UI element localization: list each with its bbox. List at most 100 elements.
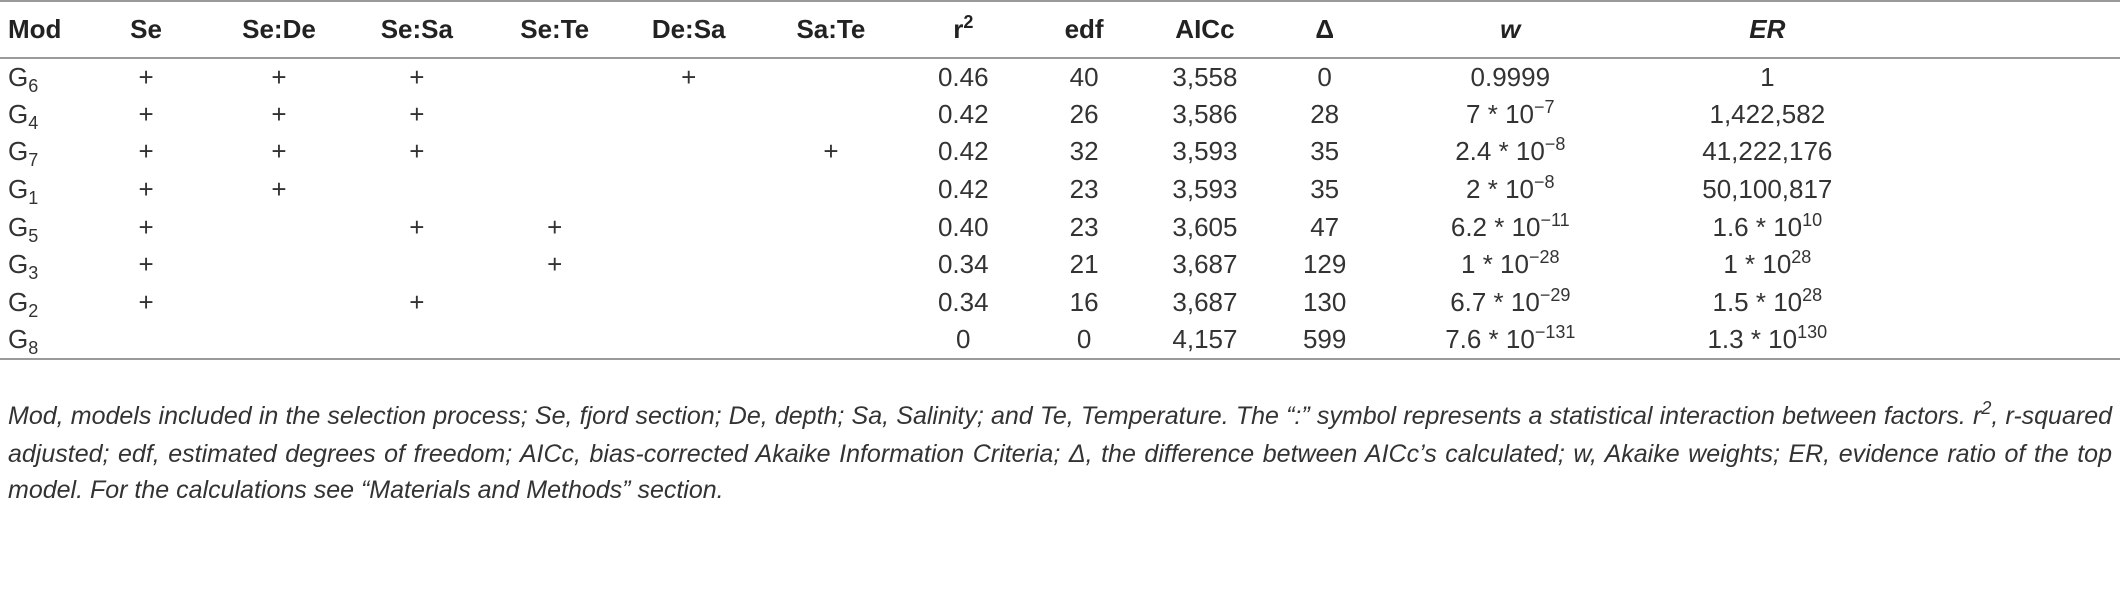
cell-se: +	[138, 286, 154, 317]
model-selection-table: Mod Se Se:De Se:Sa Se:Te De:Sa Sa:Te r 2 …	[0, 1, 2120, 359]
cell-mod: G6	[0, 58, 77, 96]
header-se-te: Se:Te	[520, 14, 590, 44]
cell-er-exponent: 10	[1802, 209, 1823, 230]
cell-spacer	[1898, 284, 2120, 322]
table-body: G6 + + + +0.46 40 3,558 0 0.9999 1 G4 + + +0.42 26 3,58…	[0, 58, 2120, 359]
table-row: G6 + + + +0.46 40 3,558 0 0.9999 1	[0, 58, 2120, 96]
cell-spacer	[1898, 171, 2120, 209]
model-name: G	[8, 61, 29, 92]
cell-de-sa	[618, 284, 759, 322]
cell-w-base: 2 * 10	[1466, 174, 1534, 205]
cell-se-te	[491, 96, 618, 134]
cell-w-base: 2.4 * 10	[1455, 136, 1545, 167]
cell-se-te	[491, 133, 618, 171]
header-mod: Mod	[8, 14, 62, 44]
cell-er: 1	[1637, 58, 1898, 96]
table-row: G5 + + +0.40 23 3,605 47 6.2 * 10−11 1.6 * 1010	[0, 208, 2120, 246]
cell-aicc: 3,687	[1172, 249, 1238, 280]
header-de-sa: De:Sa	[651, 14, 726, 44]
model-subscript: 5	[28, 225, 39, 246]
cell-aicc: 3,593	[1172, 174, 1238, 205]
cell-edf: 26	[1069, 98, 1099, 129]
cell-sa-te	[759, 208, 903, 246]
cell-r2: 0	[956, 323, 971, 354]
cell-de-sa	[618, 171, 759, 209]
cell-er: 1.5 * 1028	[1637, 284, 1898, 322]
cell-sa-te	[759, 284, 903, 322]
cell-aicc: 3,687	[1172, 286, 1238, 317]
cell-se-sa: +	[409, 211, 425, 242]
cell-w-base: 0.9999	[1470, 61, 1551, 92]
cell-w-exponent: −8	[1534, 172, 1555, 193]
cell-se-de: +	[271, 61, 287, 92]
cell-spacer	[1898, 58, 2120, 96]
cell-se-te	[491, 171, 618, 209]
cell-mod: G7	[0, 133, 77, 171]
cell-sa-te	[759, 321, 903, 359]
cell-aicc: 4,157	[1172, 323, 1238, 354]
cell-w-base: 7 * 10	[1466, 98, 1534, 129]
cell-mod: G3	[0, 246, 77, 284]
cell-r2: 0.34	[937, 249, 989, 280]
header-se: Se	[130, 14, 162, 44]
footnote-part-2: , r-squared adjusted; edf, estimated deg…	[8, 402, 2112, 504]
table-row: G2 + +0.34 16 3,687 130 6.7 * 10−29 1.5 * 1028	[0, 284, 2120, 322]
model-name: G	[8, 286, 29, 317]
cell-er: 50,100,817	[1637, 171, 1898, 209]
cell-er-base: 1	[1760, 61, 1775, 92]
cell-aicc: 3,586	[1172, 98, 1238, 129]
model-subscript: 4	[28, 112, 39, 133]
cell-spacer	[1898, 246, 2120, 284]
cell-de-sa	[618, 96, 759, 134]
cell-delta: 28	[1310, 98, 1340, 129]
cell-delta: 47	[1310, 211, 1340, 242]
cell-se: +	[138, 249, 154, 280]
cell-de-sa	[618, 321, 759, 359]
cell-r2: 0.46	[937, 61, 989, 92]
cell-r2: 0.42	[937, 136, 989, 167]
cell-sa-te	[759, 96, 903, 134]
cell-se-te: +	[547, 211, 563, 242]
cell-se-sa: +	[409, 61, 425, 92]
model-subscript: 6	[28, 75, 39, 96]
model-subscript: 7	[28, 150, 39, 171]
cell-delta: 599	[1302, 323, 1347, 354]
cell-sa-te: +	[823, 136, 839, 167]
cell-se-te	[491, 284, 618, 322]
cell-aicc: 3,593	[1172, 136, 1238, 167]
model-name: G	[8, 249, 29, 280]
cell-mod: G4	[0, 96, 77, 134]
table-row: G8 0 0 4,157 599 7.6 * 10−131 1.3 * 10130	[0, 321, 2120, 359]
footnote-r2-sup: 2	[1981, 398, 1992, 418]
cell-w-exponent: −29	[1539, 284, 1571, 305]
cell-edf: 23	[1069, 211, 1099, 242]
cell-w-base: 6.2 * 10	[1450, 211, 1541, 242]
cell-se: +	[138, 98, 154, 129]
header-row: Mod Se Se:De Se:Sa Se:Te De:Sa Sa:Te r2 …	[0, 1, 2120, 58]
cell-r2: 0.42	[937, 98, 989, 129]
header-se-de: Se:De	[242, 14, 316, 44]
cell-r2: 0.42	[937, 174, 989, 205]
cell-se-te	[491, 321, 618, 359]
cell-sa-te	[759, 246, 903, 284]
cell-w-exponent: −11	[1540, 209, 1570, 230]
table-row: G4 + + +0.42 26 3,586 28 7 * 10−7 1,422,582	[0, 96, 2120, 134]
cell-delta: 129	[1302, 249, 1347, 280]
cell-se: +	[138, 211, 154, 242]
cell-sa-te	[759, 171, 903, 209]
cell-mod: G8	[0, 321, 77, 359]
cell-w: 2.4 * 10−8	[1384, 133, 1637, 171]
cell-aicc: 3,605	[1172, 211, 1238, 242]
table-row: G7 + + + +0.42 32 3,593 35 2.4 * 10−8 41,222,176	[0, 133, 2120, 171]
cell-se-te	[491, 58, 618, 96]
cell-w: 7.6 * 10−131	[1384, 321, 1637, 359]
cell-se-de	[215, 208, 342, 246]
cell-aicc: 3,558	[1172, 61, 1238, 92]
cell-se-de: +	[271, 98, 287, 129]
header-aicc: AICc	[1175, 14, 1235, 44]
cell-er: 1.6 * 1010	[1637, 208, 1898, 246]
cell-edf: 16	[1069, 286, 1099, 317]
header-r2-sup: 2	[963, 12, 974, 32]
cell-de-sa	[618, 133, 759, 171]
cell-se: +	[138, 174, 154, 205]
